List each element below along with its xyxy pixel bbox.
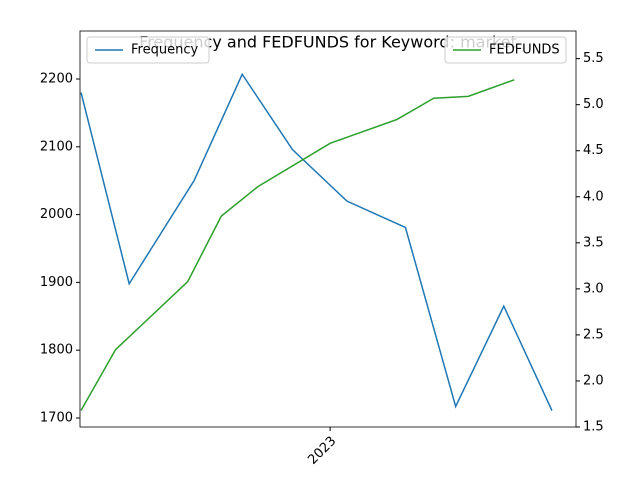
- legend-label: FEDFUNDS: [489, 43, 560, 58]
- y-tick-label: 1700: [40, 410, 73, 425]
- y2-tick-label: 5.0: [583, 97, 604, 112]
- line-series: [80, 79, 515, 411]
- y2-tick-label: 2.5: [583, 327, 604, 342]
- y2-tick-label: 1.5: [583, 420, 604, 435]
- chart-title: Frequency and FEDFUNDS for Keyword: mark…: [139, 33, 517, 52]
- y2-tick-label: 4.5: [583, 143, 604, 158]
- legend-box: [444, 36, 567, 64]
- y-tick-label: 2000: [40, 207, 73, 222]
- x-tick-label: 2023: [305, 434, 339, 468]
- plot-frame: [79, 30, 577, 428]
- y-tick-label: 2200: [40, 72, 73, 87]
- y-tick-label: 1900: [40, 275, 73, 290]
- y2-tick-label: 5.5: [583, 51, 604, 66]
- y2-tick-label: 3.5: [583, 235, 604, 250]
- legend-box: [86, 36, 210, 64]
- line-series: [80, 72, 553, 411]
- legend-label: Frequency: [131, 43, 198, 58]
- y2-tick-label: 3.0: [583, 281, 604, 296]
- y2-tick-label: 4.0: [583, 189, 604, 204]
- y2-tick-label: 2.0: [583, 373, 604, 388]
- y-tick-label: 2100: [40, 139, 73, 154]
- y-tick-label: 1800: [40, 343, 73, 358]
